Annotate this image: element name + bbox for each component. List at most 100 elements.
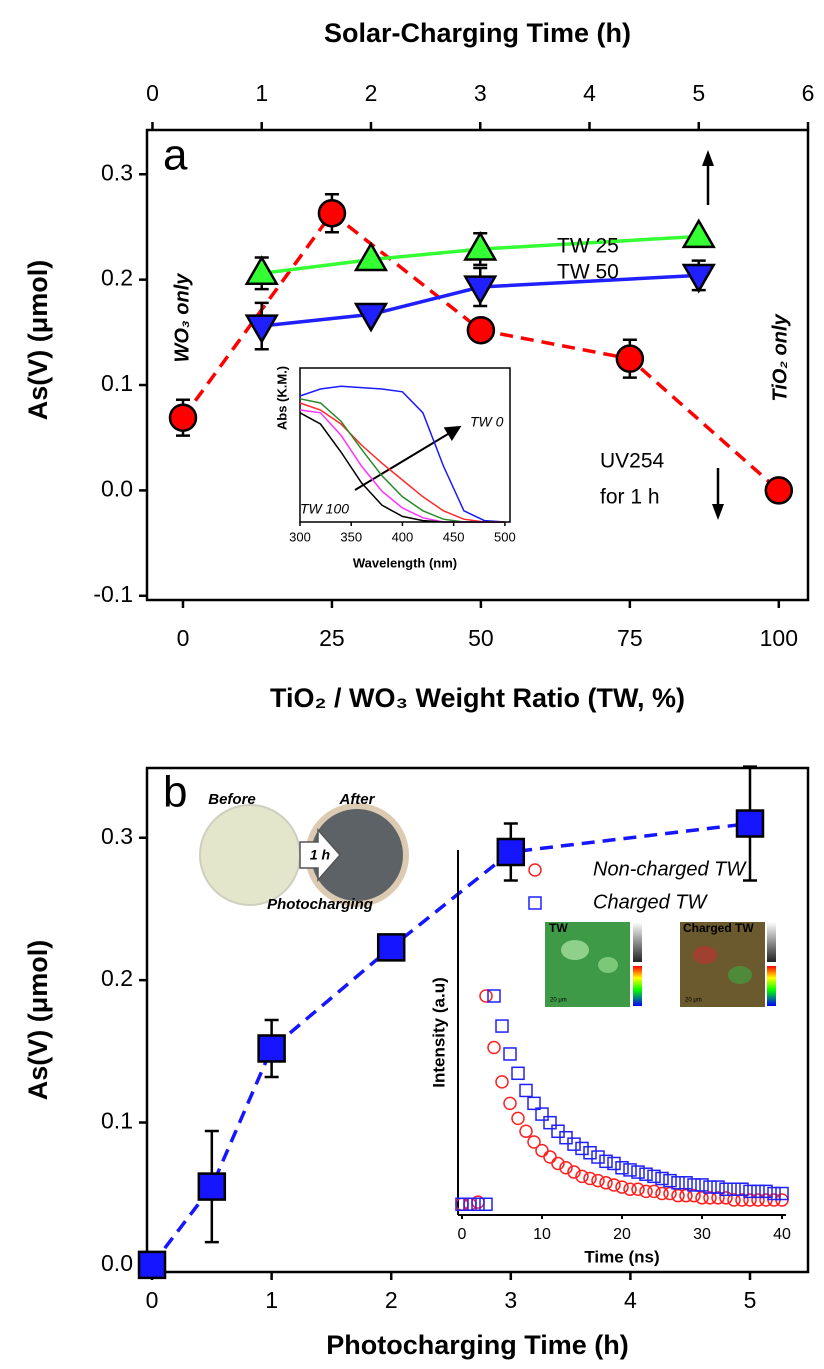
marker	[607, 1156, 621, 1171]
x-tick-label: 100	[760, 625, 798, 651]
marker	[567, 1137, 581, 1151]
y-tick-label: 0.3	[101, 159, 133, 185]
marker	[317, 199, 347, 228]
x-tick-label: 25	[319, 625, 345, 651]
x2-tick-label: 3	[474, 80, 487, 106]
marker	[575, 1169, 589, 1184]
marker	[679, 1176, 693, 1190]
marker	[623, 1182, 637, 1196]
marker	[496, 837, 526, 867]
marker	[727, 1182, 741, 1196]
marker	[727, 1193, 741, 1207]
x-tick-label: 75	[617, 625, 643, 651]
x2-tick-label: 2	[365, 80, 378, 106]
marker	[775, 1186, 789, 1201]
y-tick-label: 0.1	[101, 370, 133, 396]
marker	[767, 1186, 781, 1201]
x-axis-title: TiO₂ / WO₃ Weight Ratio (TW, %)	[270, 683, 685, 713]
marker	[527, 1135, 541, 1149]
marker	[543, 1115, 557, 1130]
legend-marker	[528, 863, 542, 877]
x-axis-title: Photocharging Time (h)	[326, 1330, 629, 1360]
x-tick-label: 50	[468, 625, 494, 651]
marker	[655, 1186, 669, 1201]
marker	[575, 1141, 589, 1156]
legend-marker	[528, 896, 542, 910]
marker	[671, 1176, 685, 1190]
x-tick-label: 30	[693, 1226, 711, 1243]
marker	[197, 1172, 227, 1201]
marker	[591, 1173, 605, 1188]
plot-frame	[145, 766, 810, 1274]
after-photo	[311, 809, 403, 901]
marker	[535, 1107, 549, 1121]
marker	[703, 1180, 717, 1194]
y-tick-label: 0.1	[101, 1108, 133, 1134]
annotation: TW 0	[470, 414, 504, 430]
micrograph-spot	[693, 946, 717, 964]
color-bar	[767, 966, 776, 1006]
marker	[631, 1165, 645, 1179]
marker	[615, 1161, 629, 1175]
x-tick-label: 350	[340, 529, 362, 544]
marker	[583, 1171, 597, 1186]
x2-tick-label: 0	[146, 80, 159, 106]
before-photo	[199, 804, 301, 906]
marker	[495, 1075, 509, 1089]
marker	[719, 1191, 733, 1205]
marker	[599, 1154, 613, 1169]
series-line	[261, 234, 699, 276]
marker	[735, 1193, 749, 1207]
marker	[543, 1150, 557, 1164]
annotation: After	[338, 791, 375, 808]
marker	[463, 1197, 477, 1212]
marker	[623, 1163, 637, 1177]
marker	[615, 1180, 629, 1194]
marker	[551, 1156, 565, 1171]
marker	[615, 344, 645, 373]
annotation: 1 h	[310, 847, 330, 863]
marker	[591, 1150, 605, 1164]
marker	[703, 1191, 717, 1205]
x-tick-label: 4	[624, 1287, 637, 1313]
series-label: TW 25	[557, 235, 619, 258]
x-tick-label: 0	[177, 625, 190, 651]
x-tick-label: 0	[458, 1226, 467, 1243]
micrograph-spot	[728, 966, 752, 984]
marker	[519, 1083, 533, 1098]
marker	[257, 1034, 286, 1063]
marker	[631, 1182, 645, 1196]
color-bar	[633, 922, 642, 962]
x-tick-label: 2	[385, 1287, 398, 1313]
marker	[735, 809, 765, 838]
photo-arrow	[299, 828, 341, 882]
marker	[687, 1188, 701, 1203]
x-tick-label: 3	[504, 1287, 517, 1313]
marker	[681, 218, 716, 249]
marker	[687, 1178, 701, 1192]
color-bar	[633, 966, 642, 1006]
annotation: Before	[208, 791, 256, 808]
marker	[751, 1193, 765, 1207]
annotation: a	[163, 131, 188, 180]
annotation: TiO₂ only	[769, 313, 791, 401]
marker	[463, 275, 498, 306]
marker	[719, 1182, 733, 1196]
marker	[647, 1184, 661, 1199]
marker	[244, 314, 279, 345]
x-tick-label: 1	[265, 1287, 278, 1313]
marker	[466, 315, 496, 345]
micrograph-spot	[598, 957, 618, 973]
marker	[137, 1250, 167, 1280]
marker	[479, 989, 493, 1003]
x-axis-title: Time (ns)	[584, 1247, 659, 1266]
marker	[711, 1180, 725, 1194]
marker	[743, 1184, 757, 1199]
y-axis-title: Abs (K.M.)	[274, 366, 289, 430]
marker	[583, 1145, 597, 1160]
marker	[353, 302, 389, 333]
x-axis-title: Wavelength (nm)	[353, 555, 457, 570]
x2-tick-label: 5	[692, 80, 705, 106]
marker	[353, 241, 389, 272]
